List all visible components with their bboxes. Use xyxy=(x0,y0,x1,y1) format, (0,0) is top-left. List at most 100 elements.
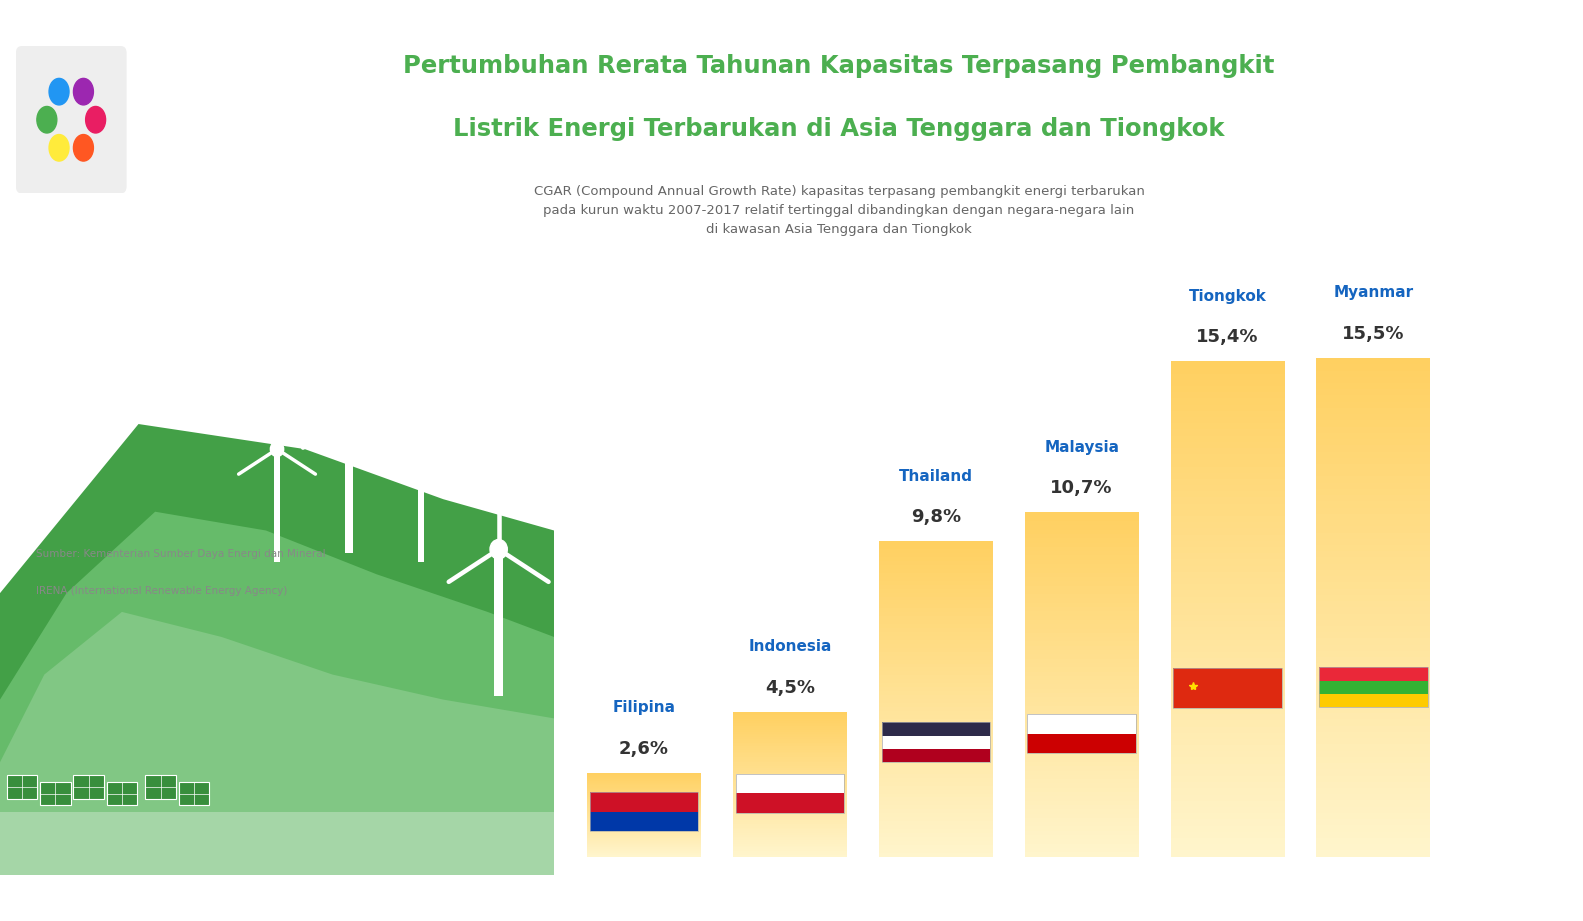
Bar xyxy=(879,585,993,589)
Text: 15,5%: 15,5% xyxy=(1342,325,1404,343)
Bar xyxy=(1317,800,1431,807)
Bar xyxy=(882,736,989,749)
Bar xyxy=(1027,733,1135,753)
Bar xyxy=(1170,832,1284,838)
Bar xyxy=(879,774,993,777)
Text: Myanmar: Myanmar xyxy=(1333,286,1414,300)
Bar xyxy=(1024,848,1138,852)
Bar xyxy=(1024,612,1138,615)
Bar xyxy=(1317,775,1431,782)
Bar xyxy=(1317,582,1431,589)
Bar xyxy=(1170,627,1284,634)
Bar xyxy=(1170,702,1284,708)
Bar xyxy=(733,819,847,821)
Bar xyxy=(879,825,993,829)
Bar xyxy=(1024,573,1138,577)
Bar xyxy=(1024,775,1138,779)
Bar xyxy=(1317,769,1431,775)
Bar xyxy=(733,847,847,849)
Bar xyxy=(1024,655,1138,659)
Circle shape xyxy=(340,409,358,426)
Bar xyxy=(879,841,993,845)
Bar xyxy=(1170,764,1284,770)
Bar xyxy=(1170,695,1284,702)
Bar xyxy=(1170,640,1284,646)
Bar xyxy=(733,791,847,793)
Bar xyxy=(733,753,847,755)
Bar xyxy=(733,721,847,723)
Bar xyxy=(733,828,847,830)
Bar xyxy=(1170,399,1284,404)
Bar xyxy=(733,716,847,717)
Bar xyxy=(879,766,993,770)
Bar xyxy=(6,775,38,799)
Bar xyxy=(1317,446,1431,451)
Bar xyxy=(1170,472,1284,479)
Bar xyxy=(587,824,701,825)
Bar xyxy=(587,811,701,812)
Bar xyxy=(733,808,847,810)
Bar xyxy=(587,838,701,839)
Bar xyxy=(1317,682,1431,688)
Bar xyxy=(1317,645,1431,651)
Bar xyxy=(1024,564,1138,568)
Bar xyxy=(1317,589,1431,595)
Bar xyxy=(1317,788,1431,794)
Bar xyxy=(1024,831,1138,835)
Bar xyxy=(733,723,847,725)
Bar xyxy=(587,787,701,788)
Bar xyxy=(587,795,701,796)
Bar xyxy=(733,795,847,797)
Bar xyxy=(879,786,993,789)
Bar xyxy=(587,791,701,792)
Bar xyxy=(1170,516,1284,522)
Bar xyxy=(879,691,993,695)
Bar xyxy=(1170,825,1284,832)
Bar xyxy=(1024,668,1138,671)
Bar xyxy=(1170,720,1284,727)
Bar xyxy=(1024,800,1138,805)
Bar xyxy=(1024,624,1138,628)
Bar xyxy=(1317,607,1431,613)
Bar xyxy=(1317,688,1431,694)
Bar xyxy=(1173,669,1282,708)
Text: 9,8%: 9,8% xyxy=(910,508,961,526)
Bar xyxy=(733,766,847,768)
Bar xyxy=(1170,820,1284,825)
Bar xyxy=(1170,572,1284,578)
Bar xyxy=(879,718,993,723)
Bar xyxy=(1317,638,1431,645)
Bar xyxy=(733,855,847,857)
Bar xyxy=(733,750,847,752)
Bar xyxy=(587,789,701,791)
Bar xyxy=(1170,522,1284,529)
Bar xyxy=(879,647,993,652)
Bar xyxy=(587,820,701,821)
Bar xyxy=(733,744,847,746)
Bar xyxy=(1317,420,1431,426)
Bar xyxy=(1170,541,1284,547)
Bar xyxy=(733,781,847,782)
Bar xyxy=(733,779,847,781)
Bar xyxy=(106,782,138,806)
Bar xyxy=(736,774,844,793)
Text: 2,6%: 2,6% xyxy=(619,740,670,758)
Bar xyxy=(587,834,701,835)
Bar xyxy=(1317,825,1431,832)
Bar xyxy=(733,836,847,838)
Text: Tiongkok: Tiongkok xyxy=(1189,288,1266,304)
Bar xyxy=(1317,377,1431,383)
Bar xyxy=(587,821,701,822)
Bar xyxy=(587,805,701,807)
Bar xyxy=(1317,433,1431,439)
Bar xyxy=(1170,708,1284,714)
Bar xyxy=(1317,532,1431,539)
Bar xyxy=(1024,628,1138,633)
Bar xyxy=(1170,727,1284,733)
Bar xyxy=(1317,370,1431,377)
Bar xyxy=(733,735,847,737)
Bar xyxy=(733,826,847,828)
Bar xyxy=(733,813,847,815)
Bar xyxy=(733,838,847,840)
Bar xyxy=(1170,404,1284,411)
